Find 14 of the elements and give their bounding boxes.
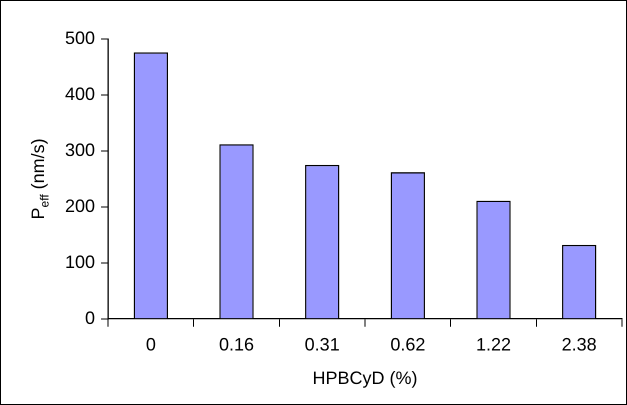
x-tick-label: 0.31 <box>304 334 340 355</box>
y-axis-title: Peff (nm/s) <box>28 138 52 220</box>
x-tick-label: 1.22 <box>476 334 512 355</box>
x-tick-label: 0.16 <box>219 334 254 355</box>
x-tick-label: 0 <box>146 334 156 355</box>
x-tick-label: 2.38 <box>562 334 597 355</box>
y-tick-label: 500 <box>64 28 96 48</box>
y-tick-label: 0 <box>85 308 96 328</box>
y-tick-label: 300 <box>64 140 96 160</box>
y-tick-label: 400 <box>64 84 96 104</box>
x-tick-label: 0.62 <box>390 334 426 355</box>
y-tick-label: 100 <box>64 252 96 272</box>
y-tick-label: 200 <box>64 196 96 216</box>
x-axis-title: HPBCyD (%) <box>312 368 418 388</box>
